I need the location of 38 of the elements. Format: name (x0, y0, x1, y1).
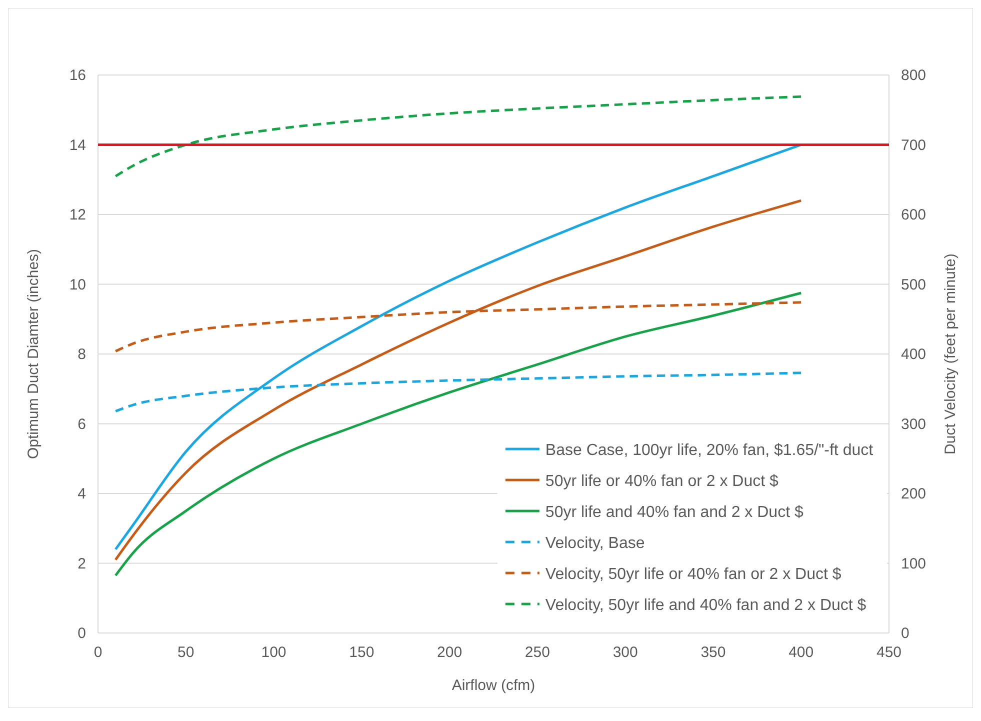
x-tick-label: 400 (788, 644, 814, 661)
x-axis-title: Airflow (cfm) (452, 677, 536, 694)
legend-label: 50yr life or 40% fan or 2 x Duct $ (545, 473, 779, 490)
y2-tick-label: 400 (901, 346, 926, 363)
line-series (114, 95, 802, 178)
y2-tick-label: 0 (901, 625, 910, 642)
y-tick-label: 4 (78, 486, 86, 502)
y-axis-title: Optimum Duct Diamter (inches) (25, 248, 42, 460)
legend-label: 50yr life and 40% fan and 2 x Duct $ (545, 504, 804, 521)
x-tick-label: 350 (700, 644, 726, 661)
x-tick-label: 50 (178, 644, 194, 661)
y-tick-label: 16 (69, 67, 86, 84)
y2-tick-label: 700 (901, 136, 926, 154)
y2-tick-label: 300 (901, 416, 926, 433)
y-tick-label: 0 (78, 625, 86, 642)
x-tick-label: 450 (876, 644, 902, 661)
legend-label: Velocity, Base (545, 535, 645, 552)
y2-tick-label: 500 (901, 276, 926, 294)
y-tick-label: 2 (78, 555, 86, 572)
x-tick-label: 250 (524, 644, 550, 661)
y2-tick-label: 800 (901, 67, 926, 84)
y-tick-label: 8 (78, 346, 86, 363)
legend-label: Base Case, 100yr life, 20% fan, $1.65/"-ft duct (545, 442, 874, 459)
y2-axis-title: Duct Velocity (feet per minute) (942, 254, 959, 454)
y2-tick-label: 200 (901, 486, 926, 502)
x-tick-label: 0 (94, 644, 102, 661)
x-tick-label: 150 (349, 644, 374, 661)
x-tick-label: 200 (437, 644, 462, 661)
y-tick-label: 6 (78, 416, 86, 433)
x-tick-label: 300 (612, 644, 638, 661)
y2-tick-label: 600 (901, 206, 926, 224)
legend-label: Velocity, 50yr life and 40% fan and 2 x Duct $ (545, 597, 866, 614)
y-tick-label: 12 (69, 206, 86, 224)
y-tick-label: 14 (69, 136, 86, 154)
x-tick-label: 100 (261, 644, 286, 661)
legend-label: Velocity, 50yr life or 40% fan or 2 x Duct $ (545, 566, 842, 583)
y2-tick-label: 100 (901, 555, 926, 572)
y-tick-label: 10 (69, 276, 86, 294)
